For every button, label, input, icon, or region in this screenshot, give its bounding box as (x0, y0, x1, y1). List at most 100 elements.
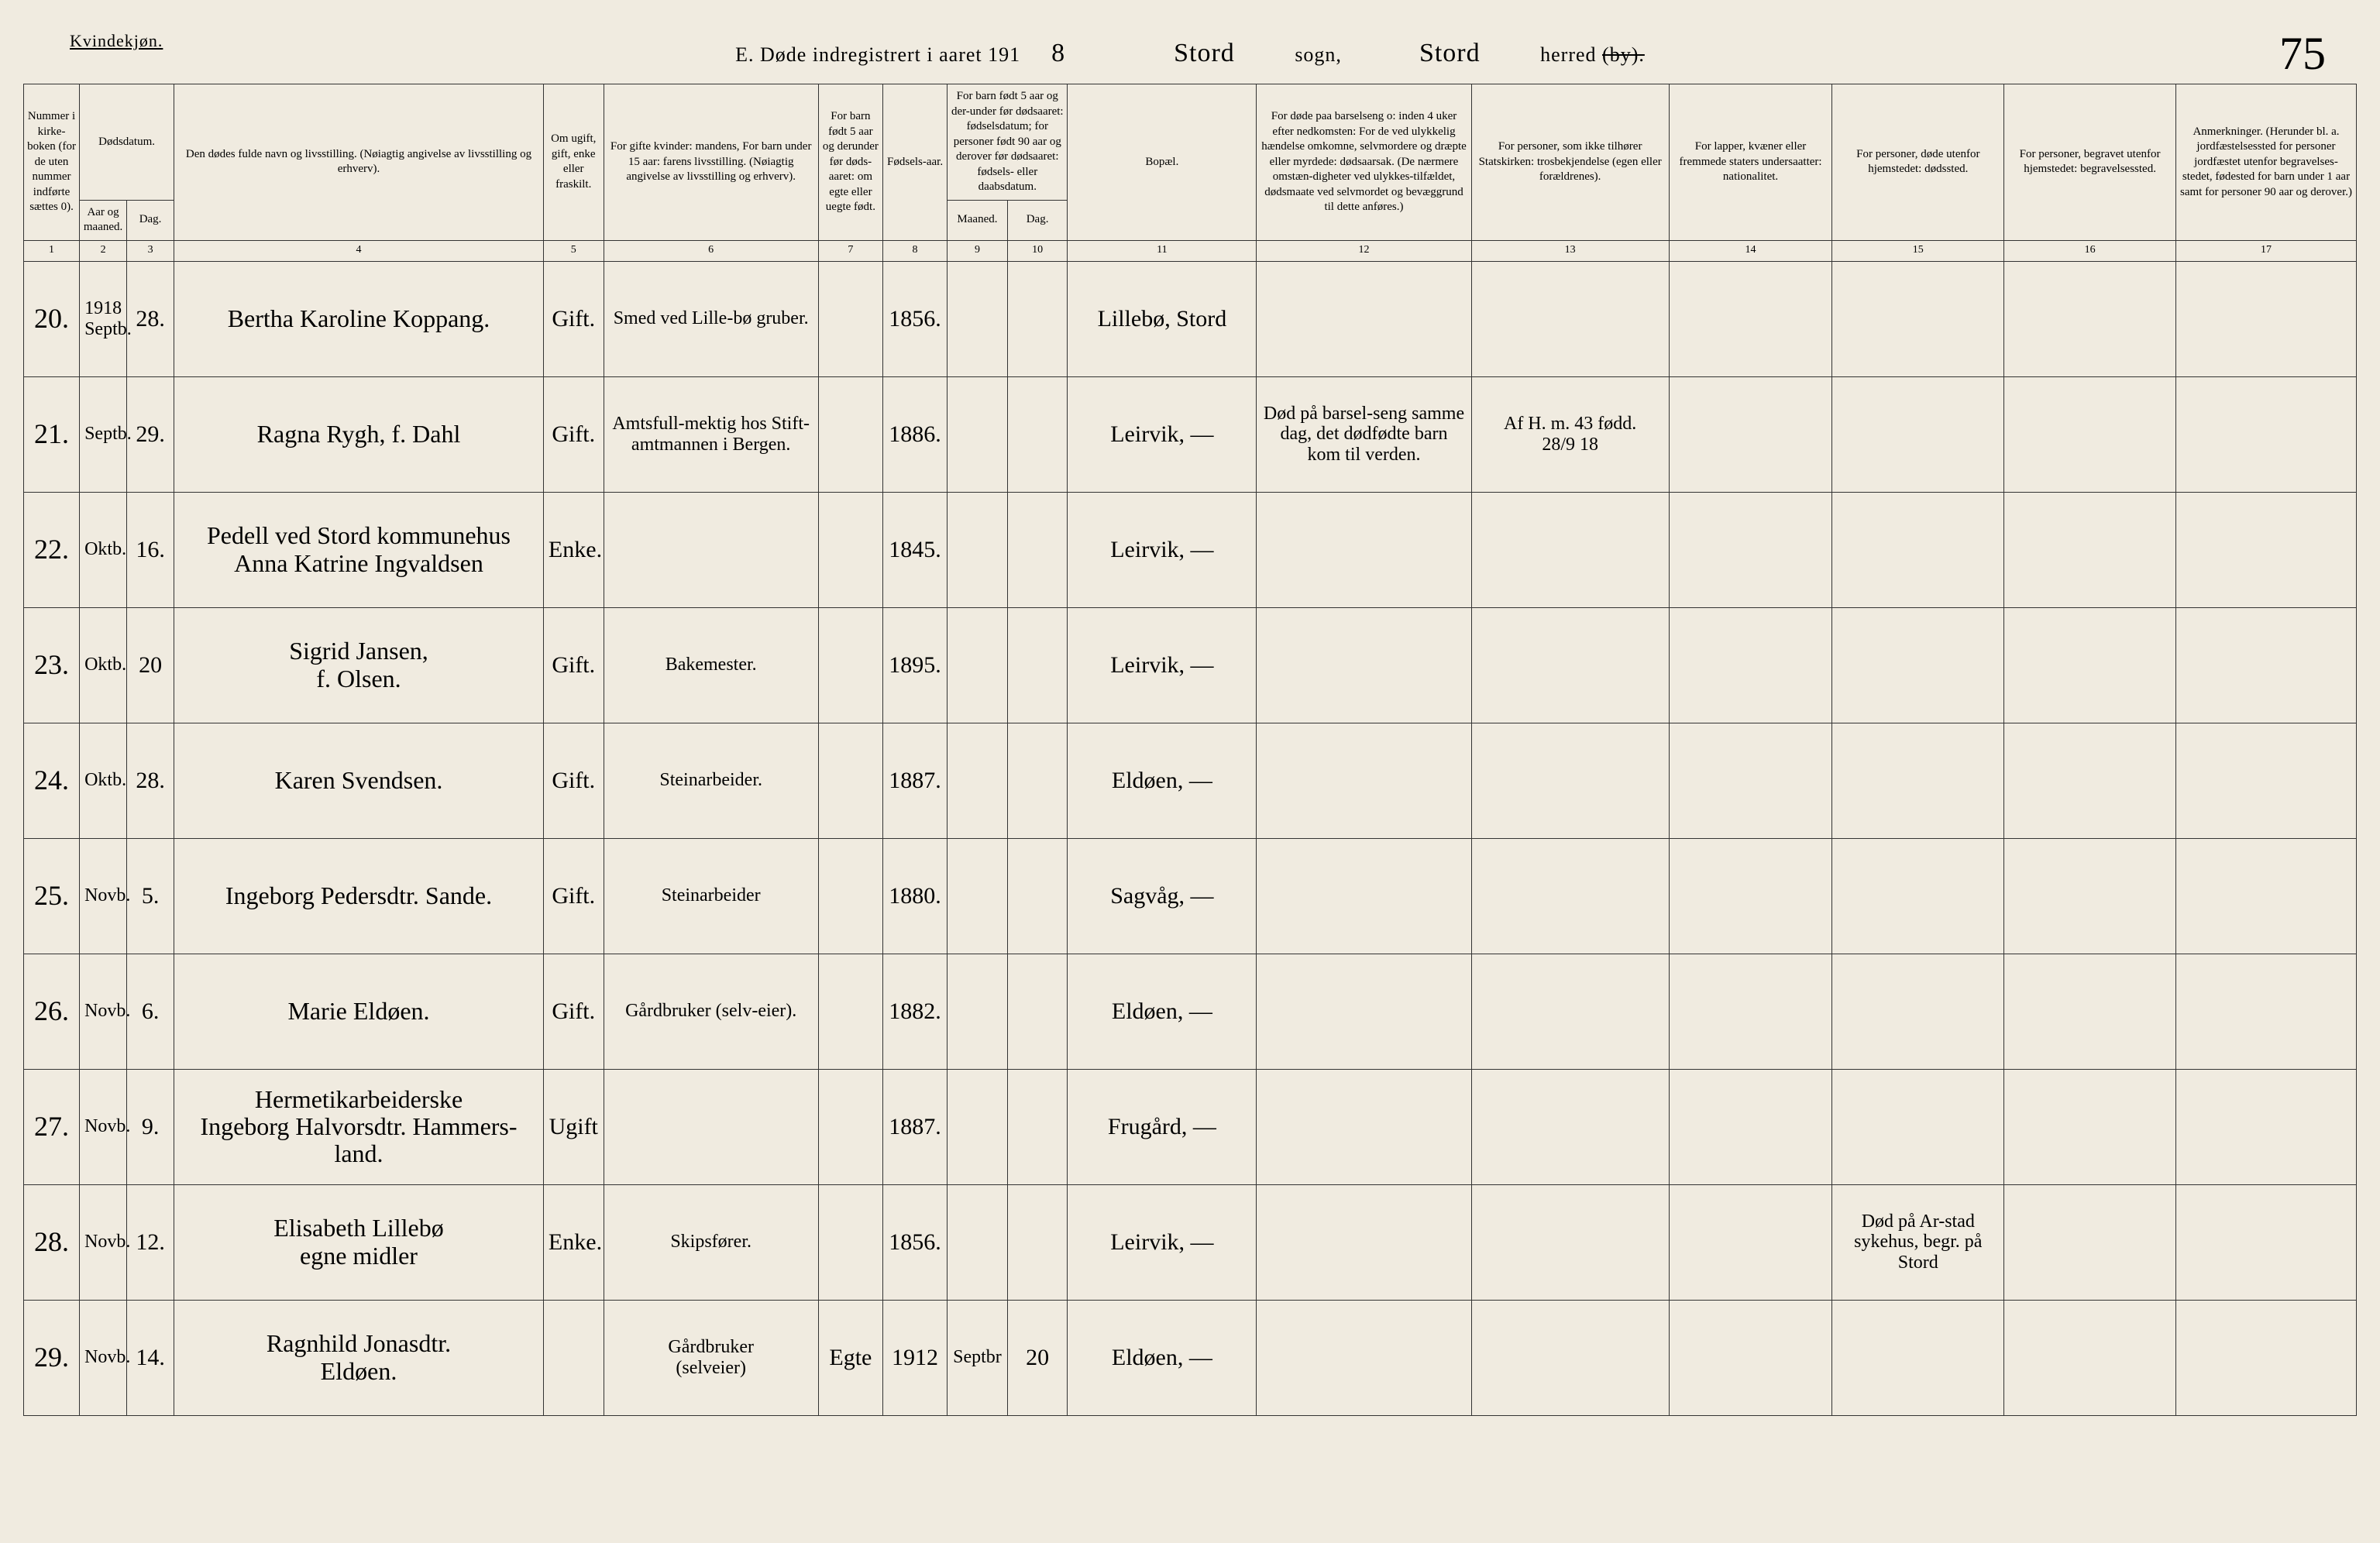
col-header-16: For personer, begravet utenfor hjemstede… (2004, 84, 2176, 241)
table-row: 21.Septb.29.Ragna Rygh, f. DahlGift.Amts… (24, 376, 2357, 492)
residence: Leirvik, — (1068, 1184, 1257, 1300)
name-occupation: Ingeborg Pedersdtr. Sande. (174, 838, 544, 954)
residence: Eldøen, — (1068, 954, 1257, 1069)
religion (1471, 492, 1669, 607)
colnum: 4 (174, 240, 544, 261)
row-number: 20. (24, 261, 80, 376)
residence: Leirvik, — (1068, 607, 1257, 723)
nationality (1669, 838, 1832, 954)
col-header-10: Dag. (1007, 200, 1068, 240)
colnum: 16 (2004, 240, 2176, 261)
birth-year: 1886. (882, 376, 947, 492)
remarks (2175, 954, 2356, 1069)
burial-place (2004, 723, 2176, 838)
col-header-7: For barn født 5 aar og derunder før døds… (818, 84, 882, 241)
legitimacy (818, 607, 882, 723)
burial-place (2004, 838, 2176, 954)
death-day: 9. (127, 1069, 174, 1184)
row-number: 28. (24, 1184, 80, 1300)
birth-month: Septbr (948, 1300, 1008, 1415)
nationality (1669, 954, 1832, 1069)
birth-year: 1845. (882, 492, 947, 607)
marital-status (543, 1300, 604, 1415)
birth-year: 1912 (882, 1300, 947, 1415)
row-number: 21. (24, 376, 80, 492)
herred-label: herred (1540, 43, 1596, 66)
marital-status: Gift. (543, 838, 604, 954)
death-day: 6. (127, 954, 174, 1069)
name-occupation: Ragna Rygh, f. Dahl (174, 376, 544, 492)
death-year-month: Novb. (80, 838, 127, 954)
spouse-occupation: Skipsfører. (604, 1184, 818, 1300)
table-row: 23.Oktb.20Sigrid Jansen, f. Olsen.Gift.B… (24, 607, 2357, 723)
table-row: 22.Oktb.16.Pedell ved Stord kommunehus A… (24, 492, 2357, 607)
marital-status: Gift. (543, 376, 604, 492)
spouse-occupation: Bakemester. (604, 607, 818, 723)
remarks (2175, 376, 2356, 492)
religion (1471, 261, 1669, 376)
death-place (1832, 723, 2004, 838)
legitimacy (818, 376, 882, 492)
table-row: 26.Novb.6.Marie Eldøen.Gift.Gårdbruker (… (24, 954, 2357, 1069)
death-register-table: Nummer i kirke-boken (for de uten nummer… (23, 84, 2357, 1416)
name-occupation: Elisabeth Lillebø egne midler (174, 1184, 544, 1300)
death-year-month: Novb. (80, 1069, 127, 1184)
remarks (2175, 1184, 2356, 1300)
death-day: 16. (127, 492, 174, 607)
remarks (2175, 723, 2356, 838)
death-place (1832, 954, 2004, 1069)
colnum: 12 (1257, 240, 1471, 261)
col-header-2b: Dag. (127, 200, 174, 240)
table-row: 24.Oktb.28.Karen Svendsen.Gift.Steinarbe… (24, 723, 2357, 838)
remarks (2175, 607, 2356, 723)
nationality (1669, 1184, 1832, 1300)
religion (1471, 1300, 1669, 1415)
remarks (2175, 261, 2356, 376)
death-year-month: Novb. (80, 954, 127, 1069)
remarks (2175, 492, 2356, 607)
legitimacy: Egte (818, 1300, 882, 1415)
spouse-occupation (604, 492, 818, 607)
table-row: 27.Novb.9.Hermetikarbeiderske Ingeborg H… (24, 1069, 2357, 1184)
legitimacy (818, 261, 882, 376)
nationality (1669, 1300, 1832, 1415)
remarks (2175, 838, 2356, 954)
title-line: E. Døde indregistrert i aaret 1918 Stord… (23, 15, 2357, 84)
death-place (1832, 1300, 2004, 1415)
remarks (2175, 1300, 2356, 1415)
spouse-occupation: Amtsfull-mektig hos Stift-amtmannen i Be… (604, 376, 818, 492)
death-place (1832, 607, 2004, 723)
death-cause (1257, 1184, 1471, 1300)
birth-day (1007, 838, 1068, 954)
religion (1471, 607, 1669, 723)
death-place (1832, 838, 2004, 954)
spouse-occupation: Gårdbruker (selv-eier). (604, 954, 818, 1069)
religion (1471, 723, 1669, 838)
death-cause (1257, 607, 1471, 723)
birth-day: 20 (1007, 1300, 1068, 1415)
colnum: 7 (818, 240, 882, 261)
birth-year: 1895. (882, 607, 947, 723)
table-row: 20.1918 Septb.28.Bertha Karoline Koppang… (24, 261, 2357, 376)
marital-status: Gift. (543, 261, 604, 376)
death-cause (1257, 954, 1471, 1069)
nationality (1669, 723, 1832, 838)
religion (1471, 954, 1669, 1069)
row-number: 25. (24, 838, 80, 954)
nationality (1669, 1069, 1832, 1184)
burial-place (2004, 1184, 2176, 1300)
marital-status: Gift. (543, 954, 604, 1069)
colnum: 17 (2175, 240, 2356, 261)
birth-month (948, 1184, 1008, 1300)
death-cause: Død på barsel-seng samme dag, det dødfød… (1257, 376, 1471, 492)
death-cause (1257, 1300, 1471, 1415)
marital-status: Gift. (543, 607, 604, 723)
death-day: 12. (127, 1184, 174, 1300)
legitimacy (818, 1184, 882, 1300)
birth-year: 1887. (882, 723, 947, 838)
page-number: 75 (2279, 27, 2326, 81)
gender-heading: Kvindekjøn. (70, 31, 163, 51)
birth-month (948, 607, 1008, 723)
burial-place (2004, 261, 2176, 376)
spouse-occupation: Gårdbruker (selveier) (604, 1300, 818, 1415)
